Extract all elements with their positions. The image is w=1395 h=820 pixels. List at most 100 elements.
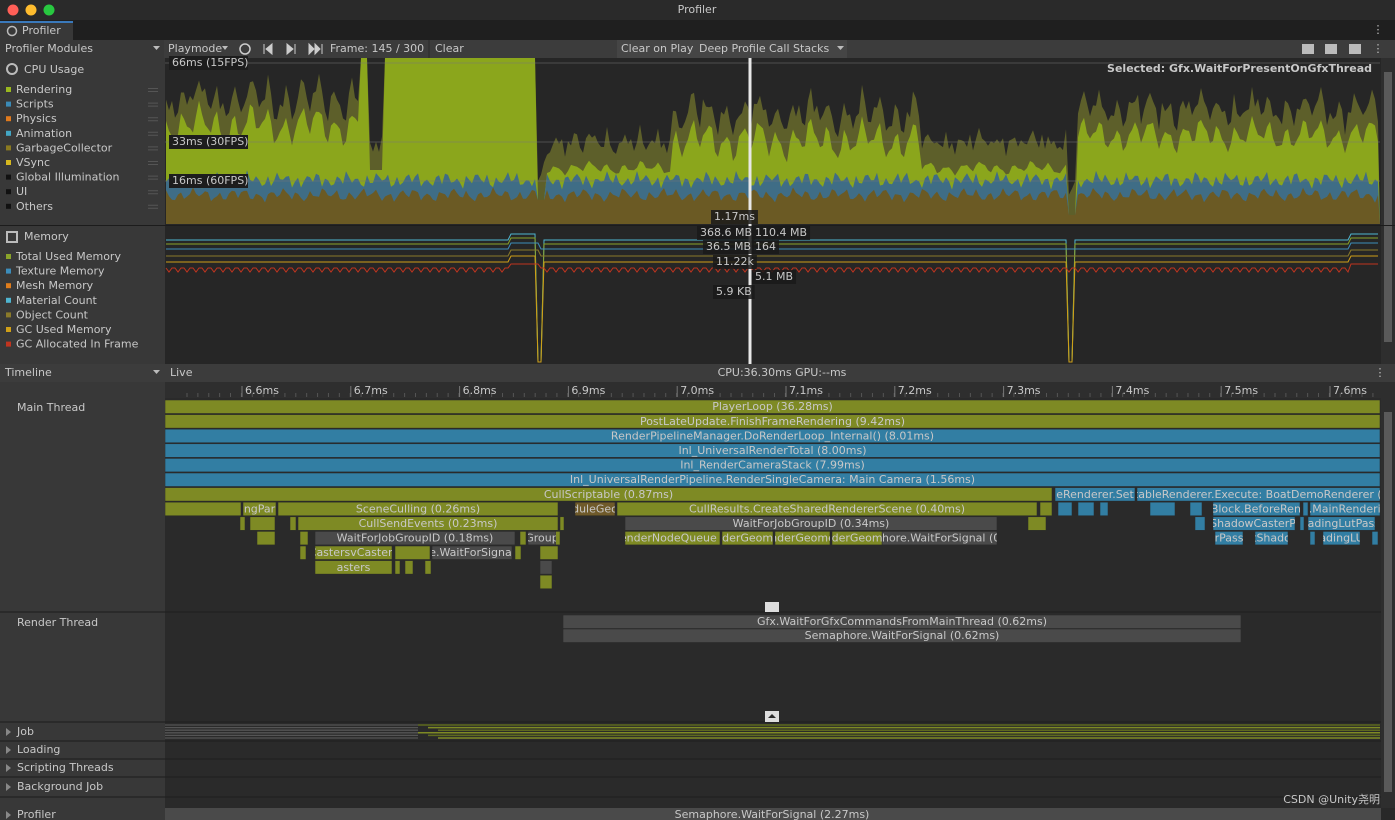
legend-item[interactable]: VSync (16, 156, 50, 169)
last-frame[interactable] (308, 42, 323, 56)
sample-block[interactable]: CullResults.CreateSharedRendererScene (0… (617, 502, 1037, 516)
sample-block[interactable]: RenderPipelineManager.DoRenderLoop_Inter… (165, 429, 1380, 443)
sample-block[interactable] (1372, 531, 1378, 545)
sample-block[interactable]: Inl_RenderCameraStack (7.99ms) (165, 458, 1380, 472)
sample-block[interactable]: Semaphore.WaitForSignal (0.62ms) (563, 629, 1241, 643)
sample-block[interactable]: tShadowCasterPa (1206, 516, 1302, 531)
sample-block[interactable]: aphore.WaitForSignal (0.1 (868, 531, 1011, 545)
sample-block[interactable]: WaitForJobGroupID (0.18ms) (315, 531, 515, 545)
sample-block[interactable]: WaitForJobGroupID (0.34ms) (625, 516, 997, 531)
sample-block[interactable] (300, 531, 308, 545)
sample-block[interactable] (1300, 516, 1304, 531)
sample-block[interactable] (1190, 502, 1202, 516)
sample-block[interactable]: ngPar (243, 502, 276, 516)
sample-block[interactable] (1058, 502, 1072, 516)
sample-block[interactable] (240, 516, 245, 531)
sample-block[interactable]: rPass (1215, 531, 1244, 545)
sample-block[interactable]: PlayerLoop (36.28ms) (165, 400, 1380, 414)
view-dropdown[interactable]: Timeline (4, 366, 52, 379)
window-button[interactable] (25, 4, 37, 16)
sample-block[interactable]: radingLutPass (1303, 516, 1380, 531)
prev-frame[interactable] (263, 42, 273, 56)
legend-item[interactable]: GC Used Memory (16, 323, 112, 336)
legend-item[interactable]: Rendering (16, 83, 72, 96)
sample-block[interactable] (560, 516, 564, 531)
live-button[interactable]: Live (170, 366, 193, 379)
sample-block[interactable] (1310, 531, 1315, 545)
window-button[interactable] (7, 4, 19, 16)
thread-group[interactable]: Profiler (17, 808, 56, 820)
sample-block[interactable] (540, 575, 552, 589)
sample-block[interactable]: Inl_UniversalRenderPipeline.RenderSingle… (165, 473, 1380, 487)
sample-block[interactable] (1150, 502, 1175, 516)
sample-block[interactable]: CullScriptable (0.87ms) (165, 487, 1052, 502)
sample-block[interactable]: asters (315, 560, 392, 575)
window-button[interactable] (43, 4, 55, 16)
clear-button[interactable]: Clear (435, 42, 464, 55)
sample-block[interactable]: RenderNodeQueue (C (613, 531, 733, 545)
sample-block[interactable]: Inl_UniversalRenderTotal (8.00ms) (165, 443, 1380, 458)
expand-arrow[interactable] (6, 764, 11, 772)
thread-group[interactable]: Job (16, 725, 34, 738)
sample-block[interactable] (515, 546, 521, 560)
record-button[interactable] (239, 43, 251, 55)
thread-group[interactable]: Loading (17, 743, 60, 756)
collapse-toggle[interactable] (765, 602, 779, 612)
sample-block[interactable] (540, 560, 552, 575)
call-stacks-button[interactable]: Call Stacks (769, 42, 829, 55)
sample-block[interactable] (165, 502, 241, 516)
sample-block[interactable] (1195, 516, 1205, 531)
sample-block[interactable]: Group (525, 531, 559, 545)
sample-block[interactable] (257, 531, 275, 545)
legend-item[interactable]: Others (16, 200, 53, 213)
sample-block[interactable] (250, 516, 275, 531)
clear-on-play-button[interactable]: Clear on Play (621, 42, 694, 55)
sample-block[interactable]: CastersvCasters (309, 546, 399, 560)
legend-item[interactable]: Global Illumination (16, 171, 119, 184)
sample-block[interactable]: k.MainRenderin (1302, 502, 1387, 516)
sample-block[interactable] (425, 560, 431, 575)
legend-item[interactable]: GarbageCollector (16, 141, 113, 154)
sample-block[interactable] (1028, 516, 1046, 531)
sample-block[interactable]: ScriptableRenderer.Execute: BoatDemoRend… (1106, 487, 1395, 502)
sample-block[interactable] (395, 560, 400, 575)
legend-item[interactable]: Mesh Memory (16, 279, 94, 292)
sample-block[interactable]: Gfx.WaitForGfxCommandsFromMainThread (0.… (563, 615, 1241, 629)
sample-block[interactable]: SceneCulling (0.26ms) (278, 502, 558, 516)
sample-block[interactable]: sBlock.BeforeRend (1205, 502, 1308, 516)
playmode-dropdown[interactable]: Playmode (168, 42, 222, 55)
legend-item[interactable]: Object Count (16, 308, 89, 321)
legend-item[interactable]: Physics (16, 112, 57, 125)
sample-block[interactable]: eRenderer.Set (1055, 487, 1135, 502)
legend-item[interactable]: Animation (16, 127, 72, 140)
sample-block[interactable]: PostLateUpdate.FinishFrameRendering (9.4… (165, 414, 1380, 429)
sample-block[interactable] (1303, 502, 1308, 516)
sample-block[interactable]: duleGeo (572, 502, 618, 516)
legend-item[interactable]: GC Allocated In Frame (16, 338, 139, 351)
legend-item[interactable]: Total Used Memory (15, 250, 121, 263)
expand-arrow[interactable] (6, 783, 11, 791)
sample-block[interactable]: adingLU (1319, 531, 1363, 545)
legend-item[interactable]: Scripts (16, 98, 54, 111)
sample-block[interactable]: tShado (1252, 531, 1291, 545)
sample-block[interactable] (1040, 502, 1052, 516)
expand-arrow[interactable] (6, 728, 11, 736)
sample-block[interactable] (1100, 502, 1108, 516)
legend-item[interactable]: Texture Memory (15, 265, 105, 278)
sample-block[interactable] (1078, 502, 1094, 516)
sample-block[interactable]: e.WaitForSignal (429, 546, 515, 560)
sample-block[interactable] (520, 531, 526, 545)
sample-block[interactable]: CullSendEvents (0.23ms) (298, 516, 558, 531)
sample-block[interactable] (290, 516, 296, 531)
tab-label[interactable]: Profiler (22, 24, 61, 37)
sample-block[interactable] (405, 560, 413, 575)
legend-item[interactable]: UI (16, 185, 27, 198)
modules-label[interactable]: Profiler Modules (5, 42, 93, 55)
sample-block[interactable]: nderGeome (770, 531, 835, 545)
thread-group[interactable]: Scripting Threads (17, 761, 114, 774)
deep-profile-button[interactable]: Deep Profile (699, 42, 766, 55)
sample-block[interactable] (395, 546, 430, 560)
sample-block[interactable]: nderGeome (825, 531, 890, 545)
expand-toggle[interactable] (765, 711, 779, 722)
sample-block[interactable]: nderGeome (715, 531, 780, 545)
